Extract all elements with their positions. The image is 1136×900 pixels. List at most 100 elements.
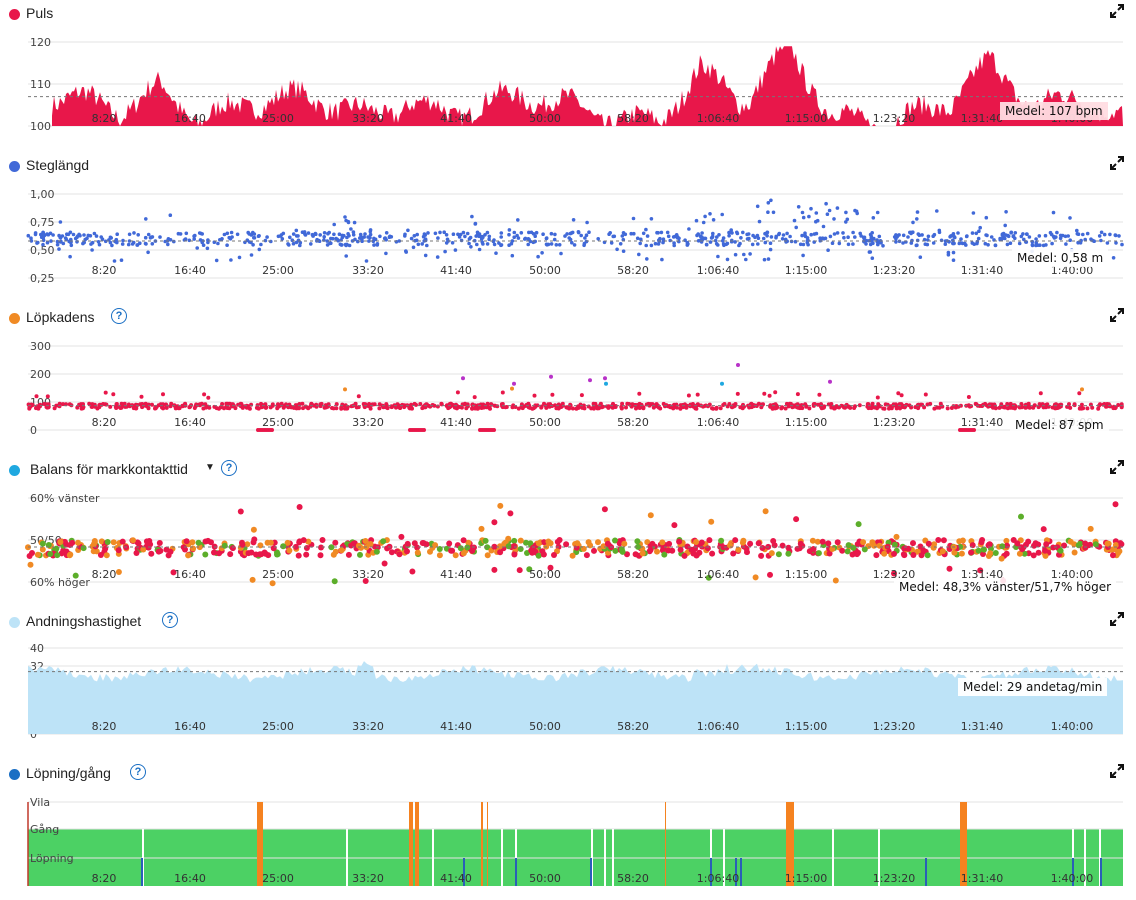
expand-icon[interactable]	[1110, 764, 1124, 778]
steglangd-point	[1066, 234, 1070, 238]
kadens-point	[189, 403, 194, 408]
steglangd-point	[205, 246, 210, 251]
help-icon[interactable]: ?	[130, 764, 146, 780]
balans-point	[785, 544, 792, 551]
balans-point	[90, 548, 97, 555]
kadens-point	[738, 405, 743, 410]
panel-puls: Puls 120 110 100 8:20 16:40 25:00 33:20 41:40 50…	[0, 0, 1136, 152]
expand-icon[interactable]	[1110, 156, 1124, 170]
kadens-point	[180, 404, 185, 409]
steglangd-point	[110, 243, 114, 248]
steglangd-point	[567, 236, 571, 240]
expand-icon[interactable]	[1110, 308, 1124, 322]
kadens-point	[1027, 404, 1032, 409]
steglangd-point	[727, 233, 731, 238]
balans-point	[491, 519, 498, 526]
balans-point	[478, 525, 485, 532]
balans-point	[39, 546, 46, 553]
kadens-point	[875, 395, 880, 400]
x-tick-label: 8:20	[92, 112, 117, 125]
caret-down-icon[interactable]: ▼	[205, 462, 215, 473]
steglangd-point	[837, 241, 842, 246]
kadens-point	[454, 404, 459, 409]
kadens-point	[658, 406, 663, 411]
x-tick-label: 1:06:40	[697, 568, 739, 581]
steglangd-point	[1113, 233, 1118, 238]
steglangd-point	[568, 231, 573, 236]
kadens-point	[173, 406, 178, 411]
kadens-point	[354, 405, 359, 410]
state-gap	[432, 829, 434, 886]
steglangd-point	[965, 234, 969, 238]
steglangd-point	[494, 251, 498, 255]
steglangd-point	[251, 243, 255, 247]
x-tick-label: 50:00	[529, 264, 561, 277]
steglangd-point	[192, 237, 196, 241]
steglangd-point	[639, 237, 643, 242]
steglangd-point	[279, 233, 284, 237]
x-tick-label: 1:23:20	[873, 416, 915, 429]
steglangd-point	[1037, 234, 1042, 238]
steglangd-point	[641, 231, 646, 236]
balans-point	[1087, 525, 1094, 532]
kadens-point	[230, 404, 234, 409]
kadens-point	[1079, 405, 1083, 410]
steglangd-point	[931, 234, 935, 238]
steglangd-point	[51, 233, 55, 237]
x-tick-label: 50:00	[529, 416, 561, 429]
balans-point	[469, 547, 476, 554]
kadens-point	[564, 405, 569, 410]
steglangd-point	[512, 230, 517, 235]
balans-point	[809, 537, 816, 544]
kadens-outlier	[510, 386, 514, 391]
steglangd-point	[291, 241, 296, 246]
steglangd-point	[971, 211, 976, 215]
steglangd-point	[1068, 238, 1072, 242]
kadens-point	[667, 404, 672, 409]
balans-point	[563, 541, 570, 548]
steglangd-point	[763, 240, 768, 245]
help-icon[interactable]: ?	[221, 460, 237, 476]
kadens-point	[111, 392, 116, 397]
steglangd-point	[132, 231, 136, 235]
steglangd-point	[192, 234, 196, 238]
steglangd-point	[456, 232, 460, 237]
kadens-point	[732, 403, 737, 408]
kadens-point	[532, 393, 537, 398]
steglangd-point	[545, 243, 549, 247]
kadens-point	[768, 404, 773, 409]
balans-point	[681, 552, 688, 559]
kadens-point	[484, 405, 489, 410]
balans-point	[619, 548, 626, 555]
kadens-point	[372, 402, 377, 407]
kadens-point	[542, 401, 546, 406]
balans-point	[423, 541, 430, 548]
steglangd-point	[473, 221, 478, 226]
kadens-point	[620, 401, 625, 406]
steglangd-point	[364, 259, 369, 263]
lopning-mark	[463, 858, 465, 886]
x-tick-label: 1:15:00	[785, 872, 827, 885]
balans-point	[861, 546, 868, 553]
steglangd-point	[915, 238, 920, 243]
balans-point	[189, 539, 196, 546]
steglangd-point	[444, 241, 449, 245]
steglangd-point	[554, 243, 559, 247]
steglangd-point	[534, 230, 539, 235]
kadens-point	[459, 405, 464, 410]
steglangd-point	[915, 217, 919, 221]
kadens-point	[27, 406, 32, 411]
panel-title: Andningshastighet	[26, 613, 142, 629]
balans-point	[119, 538, 126, 545]
help-icon[interactable]: ?	[162, 612, 178, 628]
steglangd-point	[661, 240, 665, 245]
steglangd-point	[540, 251, 544, 255]
state-label: Vila	[30, 796, 50, 809]
help-icon[interactable]: ?	[111, 308, 127, 324]
kadens-point	[259, 405, 264, 410]
steglangd-point	[751, 233, 755, 238]
expand-icon[interactable]	[1110, 4, 1124, 18]
steglangd-point	[1099, 230, 1104, 235]
expand-icon[interactable]	[1110, 612, 1124, 626]
expand-icon[interactable]	[1110, 460, 1124, 474]
